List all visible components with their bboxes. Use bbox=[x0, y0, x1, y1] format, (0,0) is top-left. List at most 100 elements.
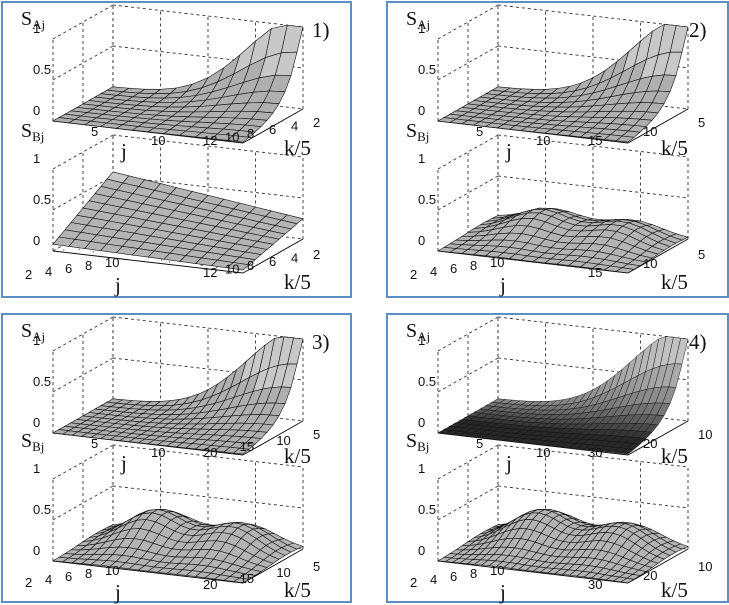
panel-2-bottom-jtick: 10 bbox=[490, 255, 504, 270]
panel-2-bottom-ktick: 10 bbox=[643, 256, 657, 271]
panel-1-bottom-zlabel-subscript: Bj bbox=[32, 129, 44, 144]
panel-3-bottom-ztick: 1 bbox=[33, 461, 40, 476]
panel-2-bottom-ztick: 0.5 bbox=[418, 192, 436, 207]
panel-1-bottom-jlabel: j bbox=[114, 273, 121, 297]
panel-3-bottom-zlabel-main: S bbox=[21, 430, 32, 452]
panel-2-figure: 00.51SAj2)51015105jk/500.51SBj2468101510… bbox=[388, 3, 729, 300]
panel-1-top-jlabel: j bbox=[120, 139, 127, 163]
panel-1-top-ktick: 6 bbox=[269, 122, 276, 137]
panel-2-bottom-ztick: 1 bbox=[418, 151, 425, 166]
panel-3-top-jtick: 10 bbox=[151, 445, 165, 460]
panel-3-bottom-jtick: 2 bbox=[25, 575, 32, 590]
panel-4-top-zlabel-subscript: Aj bbox=[417, 329, 430, 344]
panel-3-top-zlabel: SAj bbox=[21, 320, 45, 344]
panel-4-bottom-ktick: 30 bbox=[588, 577, 602, 592]
panel-4-figure: 00.51SAj4)510302010jk/500.51SBj246810302… bbox=[388, 315, 729, 605]
panel-1-label: 1) bbox=[312, 18, 330, 42]
panel-3-bottom-jtick: 4 bbox=[45, 572, 52, 587]
panel-1-top-zlabel-main: S bbox=[21, 8, 32, 30]
panel-3-bottom-ktick: 15 bbox=[240, 571, 254, 586]
panel-1-top-ztick: 0 bbox=[33, 103, 40, 118]
panel-1-top-ktick: 4 bbox=[291, 119, 298, 134]
panel-4-top-zlabel-main: S bbox=[406, 320, 417, 342]
panel-1-top-klabel: k/5 bbox=[284, 136, 311, 160]
panel-1-bottom-ktick: 2 bbox=[313, 247, 320, 262]
panel-4-top-ktick: 10 bbox=[698, 427, 712, 442]
panel-2-top-ztick: 0 bbox=[418, 103, 425, 118]
panel-2-bottom-ktick: 15 bbox=[588, 265, 602, 280]
panel-4-bottom-zlabel-subscript: Bj bbox=[417, 439, 429, 454]
panel-3-bottom-zlabel: SBj bbox=[21, 430, 44, 454]
panel-4-bottom-jtick: 4 bbox=[430, 572, 437, 587]
panel-4-bottom-jtick: 6 bbox=[450, 569, 457, 584]
panel-4-top-jlabel: j bbox=[505, 451, 512, 475]
panel-4-top-ztick: 0.5 bbox=[418, 374, 436, 389]
panel-1-top-ktick: 10 bbox=[225, 129, 239, 144]
panel-1-top-jtick: 5 bbox=[91, 124, 98, 139]
panel-4-bottom-jlabel: j bbox=[499, 580, 506, 604]
panel-2-top-ktick: 10 bbox=[643, 124, 657, 139]
panel-1-bottom-ztick: 0 bbox=[33, 233, 40, 248]
panel-3-top-ztick: 0.5 bbox=[33, 374, 51, 389]
panel-3-bottom-ztick: 0 bbox=[33, 543, 40, 558]
panel-1-bottom-ktick: 8 bbox=[247, 258, 254, 273]
panel-3-bottom-ktick: 20 bbox=[203, 577, 217, 592]
panel-4: 00.51SAj4)510302010jk/500.51SBj246810302… bbox=[386, 313, 729, 603]
panel-1-top-zlabel: SAj bbox=[21, 8, 45, 32]
panel-4-bottom-klabel: k/5 bbox=[661, 578, 688, 602]
panel-1-top-ktick: 8 bbox=[247, 126, 254, 141]
panel-2-bottom-zlabel-main: S bbox=[406, 120, 417, 142]
panel-3-label: 3) bbox=[312, 330, 330, 354]
panel-1-bottom-ztick: 0.5 bbox=[33, 192, 51, 207]
panel-2-bottom-zlabel-subscript: Bj bbox=[417, 129, 429, 144]
panel-2-bottom-zlabel: SBj bbox=[406, 120, 429, 144]
panel-2-top-ktick: 5 bbox=[698, 115, 705, 130]
panel-2-top-zlabel-subscript: Aj bbox=[417, 17, 430, 32]
panel-4-bottom-ktick: 20 bbox=[643, 568, 657, 583]
panel-1-bottom-jtick: 2 bbox=[25, 267, 32, 282]
panel-4-top-ztick: 0 bbox=[418, 415, 425, 430]
panel-3-top-ktick: 20 bbox=[203, 445, 217, 460]
panel-2-bottom-jlabel: j bbox=[499, 273, 506, 297]
panel-3-bottom-jlabel: j bbox=[114, 580, 121, 604]
panel-2-bottom-jtick: 4 bbox=[430, 264, 437, 279]
panel-4-bottom-ztick: 0 bbox=[418, 543, 425, 558]
panel-1-bottom-ztick: 1 bbox=[33, 151, 40, 166]
panel-4-top-jtick: 5 bbox=[476, 436, 483, 451]
panel-4-bottom-zlabel-main: S bbox=[406, 430, 417, 452]
panel-1-top-ztick: 0.5 bbox=[33, 62, 51, 77]
panel-3-bottom-zlabel-subscript: Bj bbox=[32, 439, 44, 454]
panel-2-bottom-ztick: 0 bbox=[418, 233, 425, 248]
panel-3-top-klabel: k/5 bbox=[284, 444, 311, 468]
panel-1-bottom-ktick: 10 bbox=[225, 261, 239, 276]
panel-2-label: 2) bbox=[689, 18, 707, 42]
panel-4-bottom-jtick: 2 bbox=[410, 575, 417, 590]
panel-3-top-zlabel-main: S bbox=[21, 320, 32, 342]
panel-2-top-jtick: 5 bbox=[476, 124, 483, 139]
panel-3-bottom-ztick: 0.5 bbox=[33, 502, 51, 517]
panel-2-bottom-ktick: 5 bbox=[698, 247, 705, 262]
panel-3: 00.51SAj3)5102015105jk/500.51SBj24681020… bbox=[1, 313, 352, 603]
panel-4-bottom-ktick: 10 bbox=[698, 559, 712, 574]
panel-3-bottom-jtick: 6 bbox=[65, 569, 72, 584]
panel-1-bottom-zlabel-main: S bbox=[21, 120, 32, 142]
panel-1-top-ktick: 2 bbox=[313, 115, 320, 130]
panel-1-bottom-jtick: 4 bbox=[45, 264, 52, 279]
panel-3-bottom-klabel: k/5 bbox=[284, 578, 311, 602]
panel-2-bottom-jtick: 8 bbox=[470, 258, 477, 273]
panel-3-bottom-jtick: 8 bbox=[85, 566, 92, 581]
panel-3-top-ktick: 5 bbox=[313, 427, 320, 442]
panel-4-bottom-ztick: 0.5 bbox=[418, 502, 436, 517]
panel-2-bottom-jtick: 6 bbox=[450, 261, 457, 276]
panel-1-bottom-ktick: 12 bbox=[203, 265, 217, 280]
panel-1-top-zlabel-subscript: Aj bbox=[32, 17, 45, 32]
panel-3-top-ktick: 15 bbox=[240, 439, 254, 454]
panel-4-top-zlabel: SAj bbox=[406, 320, 430, 344]
panel-1-bottom-jtick: 10 bbox=[105, 255, 119, 270]
panel-4-top-ktick: 30 bbox=[588, 445, 602, 460]
panel-2-top-jlabel: j bbox=[505, 139, 512, 163]
panel-3-top-jlabel: j bbox=[120, 451, 127, 475]
panel-3-bottom-jtick: 10 bbox=[105, 563, 119, 578]
panel-2-top-zlabel-main: S bbox=[406, 8, 417, 30]
panel-3-bottom-ktick: 5 bbox=[313, 559, 320, 574]
